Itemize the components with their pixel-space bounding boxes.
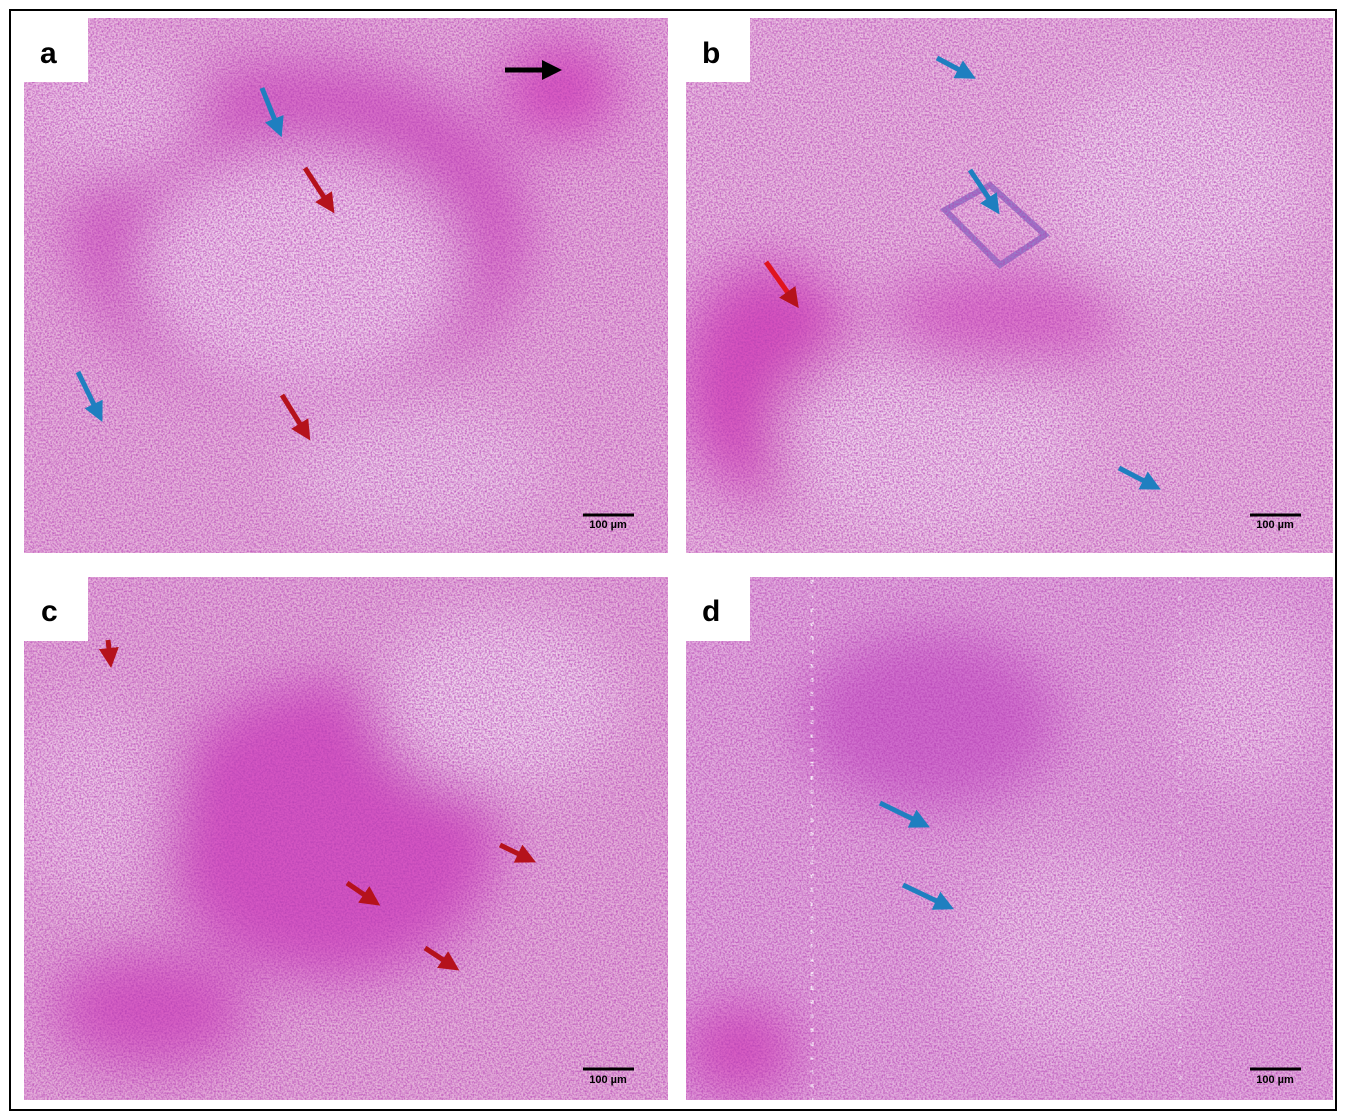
scale-label: 100 µm xyxy=(589,519,627,531)
arrow xyxy=(1117,465,1161,490)
arrow xyxy=(901,882,955,910)
labels: a b c d xyxy=(24,18,750,641)
arrow xyxy=(878,800,930,828)
panel-d-image xyxy=(686,577,1333,1100)
panel-b-image xyxy=(686,18,1333,553)
label-box xyxy=(24,18,88,82)
panel-a-image xyxy=(24,18,668,553)
arrow xyxy=(98,639,119,668)
label-box xyxy=(686,18,750,82)
label-box xyxy=(24,577,88,641)
panel-label: b xyxy=(702,37,720,70)
arrow xyxy=(302,166,335,214)
panel-c-image xyxy=(24,577,668,1100)
figure-border xyxy=(9,9,1337,1111)
arrow xyxy=(935,55,976,79)
arrow xyxy=(423,945,460,971)
panel-label: a xyxy=(40,37,57,70)
arrow xyxy=(259,87,284,138)
arrow xyxy=(967,168,1000,215)
scale-label: 100 µm xyxy=(1256,519,1294,531)
arrows xyxy=(75,55,1161,971)
panel-label: d xyxy=(702,595,720,628)
arrow xyxy=(345,880,381,906)
arrow xyxy=(498,842,537,863)
scale-bars: 100 µm 100 µm 100 µm 100 µm xyxy=(583,513,1301,1086)
arrow xyxy=(763,260,799,309)
scale-label: 100 µm xyxy=(589,1074,627,1086)
panel-label: c xyxy=(41,595,58,628)
label-box xyxy=(686,577,750,641)
arrow xyxy=(75,370,103,422)
arrow xyxy=(279,393,311,441)
scale-label: 100 µm xyxy=(1256,1074,1294,1086)
